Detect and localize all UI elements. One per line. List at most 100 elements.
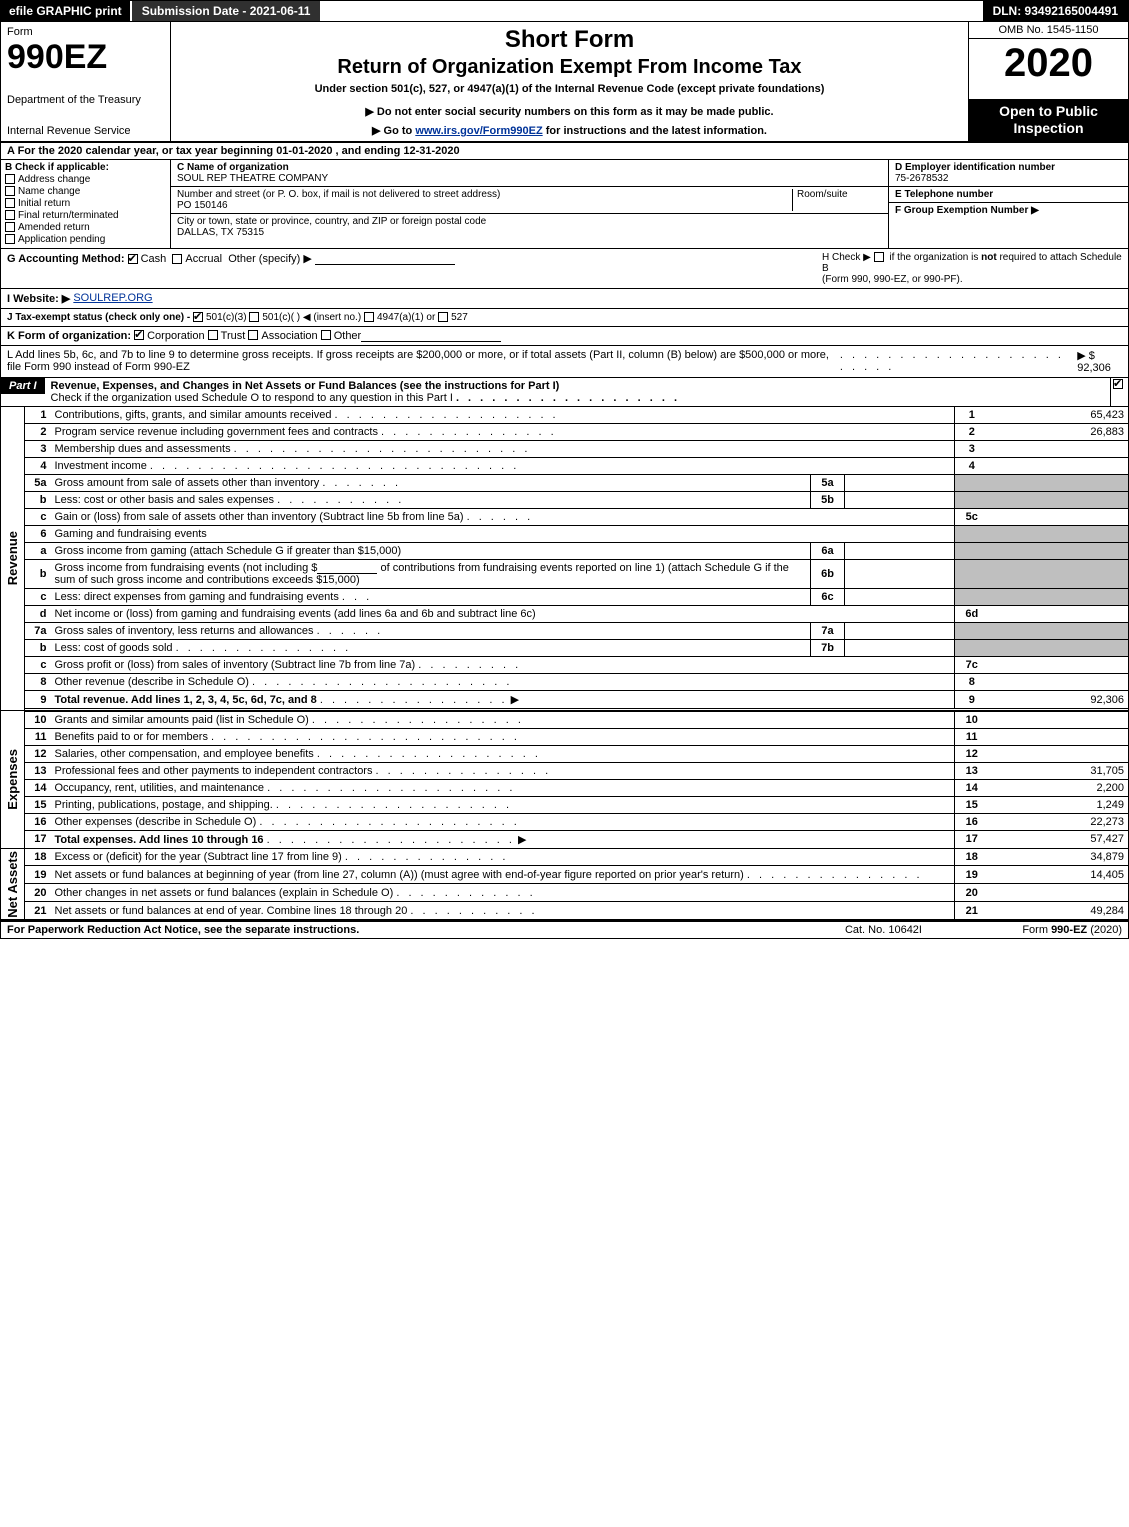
cb-amended-return[interactable]: Amended return [5,222,166,233]
subln: 7a [811,623,845,640]
cash-label: Cash [141,253,167,265]
line-15: 15 Printing, publications, postage, and s… [1,796,1129,813]
cb-address-change[interactable]: Address change [5,174,166,185]
ln-numcol: 5c [955,509,989,526]
grey-cell [955,543,989,560]
ln-val [989,458,1129,475]
subln: 5a [811,475,845,492]
cb-association[interactable] [248,330,258,340]
ln-desc: Gross income from gaming (attach Schedul… [55,545,402,557]
ln-val [989,606,1129,623]
cb-corporation[interactable] [134,330,144,340]
submission-date: Submission Date - 2021-06-11 [130,1,323,21]
header-mid: Short Form Return of Organization Exempt… [171,22,968,141]
k-other: Other [334,330,362,342]
ln-numcol: 21 [955,902,989,920]
ln-desc: Gross amount from sale of assets other t… [55,477,320,489]
cb-other[interactable] [321,330,331,340]
ln-numcol: 12 [955,745,989,762]
line-a-calendar-year: A For the 2020 calendar year, or tax yea… [0,143,1129,160]
ln-numcol: 6d [955,606,989,623]
spacer [322,1,982,21]
cb-4947[interactable] [364,312,374,322]
cb-527[interactable] [438,312,448,322]
cb-501c3[interactable] [193,312,203,322]
ln-desc: Investment income [55,460,147,472]
cb-h[interactable] [874,252,884,262]
subval [845,475,955,492]
cb-final-return[interactable]: Final return/terminated [5,210,166,221]
ln-desc: Gross sales of inventory, less returns a… [55,625,314,637]
ln-desc: Net assets or fund balances at beginning… [55,869,744,881]
ln-desc: Gross profit or (loss) from sales of inv… [55,659,416,671]
ln-numcol: 16 [955,813,989,830]
no-ssn-warning: ▶ Do not enter social security numbers o… [179,105,960,118]
line-11: 11Benefits paid to or for members . . . … [1,728,1129,745]
ln-val [989,728,1129,745]
header-right: OMB No. 1545-1150 2020 Open to Public In… [968,22,1128,141]
cb-cash[interactable] [128,254,138,264]
ln-numcol: 8 [955,674,989,691]
ln-desc: Total revenue. Add lines 1, 2, 3, 4, 5c,… [55,694,317,706]
subln: 5b [811,492,845,509]
ln-val: 2,200 [989,779,1129,796]
grey-cell [955,492,989,509]
omb-number: OMB No. 1545-1150 [969,22,1128,39]
part-i-check[interactable] [1110,378,1128,406]
dots: . . . . . . . . . . . . . . . . . . . . … [840,349,1074,374]
line-12: 12Salaries, other compensation, and empl… [1,745,1129,762]
f-label: F Group Exemption Number ▶ [895,205,1122,216]
ln-numcol: 20 [955,884,989,902]
revenue-section-label: Revenue [1,407,25,711]
ln-desc: Professional fees and other payments to … [55,765,373,777]
d-cell: D Employer identification number 75-2678… [889,160,1128,187]
ln-numcol: 13 [955,762,989,779]
ln-val: 92,306 [989,691,1129,709]
line-14: 14Occupancy, rent, utilities, and mainte… [1,779,1129,796]
line-g-h: G Accounting Method: Cash Accrual Other … [0,249,1129,289]
ln-numcol: 15 [955,796,989,813]
k-label: K Form of organization: [7,330,131,342]
footer-mid: Cat. No. 10642I [845,924,922,936]
ln-numcol: 1 [955,407,989,424]
ln-desc: Printing, publications, postage, and shi… [55,799,273,811]
dept-irs: Internal Revenue Service [7,125,164,137]
l-amount: ▶ $ 92,306 [1077,349,1122,374]
ln-desc: Less: direct expenses from gaming and fu… [55,591,339,603]
org-address: PO 150146 [177,200,228,211]
efile-label[interactable]: efile GRAPHIC print [1,1,130,21]
line-6: 6Gaming and fundraising events [1,526,1129,543]
goto-pre: ▶ Go to [372,125,415,137]
website-link[interactable]: SOULREP.ORG [73,292,152,305]
line-13: 13 Professional fees and other payments t… [1,762,1129,779]
goto-line: ▶ Go to www.irs.gov/Form990EZ for instru… [179,124,960,137]
cb-501c[interactable] [249,312,259,322]
line-9: 9Total revenue. Add lines 1, 2, 3, 4, 5c… [1,691,1129,709]
ln-numcol: 17 [955,830,989,848]
ln-numcol: 7c [955,657,989,674]
ln-val [989,509,1129,526]
ln-val: 22,273 [989,813,1129,830]
ln-desc: Excess or (deficit) for the year (Subtra… [55,851,342,863]
cb-trust[interactable] [208,330,218,340]
instructions-link[interactable]: www.irs.gov/Form990EZ [415,125,542,137]
l-text: L Add lines 5b, 6c, and 7b to line 9 to … [7,349,837,374]
grey-cell [989,475,1129,492]
dept-treasury: Department of the Treasury [7,94,164,106]
h-text1: H Check ▶ [822,252,871,263]
cb-accrual[interactable] [172,254,182,264]
cb-name-change[interactable]: Name change [5,186,166,197]
line-5b: bLess: cost or other basis and sales exp… [1,492,1129,509]
subln: 6b [811,560,845,589]
cb-application-pending[interactable]: Application pending [5,234,166,245]
ln-numcol: 14 [955,779,989,796]
line-k: K Form of organization: Corporation Trus… [0,327,1129,346]
line-h: H Check ▶ if the organization is not req… [822,252,1122,285]
other-specify-field[interactable] [315,264,455,265]
j-label: J Tax-exempt status (check only one) - [7,312,190,323]
ln-numcol: 10 [955,711,989,729]
ln-desc: Less: cost or other basis and sales expe… [55,494,275,506]
grey-cell [955,640,989,657]
cb-initial-return[interactable]: Initial return [5,198,166,209]
k-other-field[interactable] [361,330,501,342]
